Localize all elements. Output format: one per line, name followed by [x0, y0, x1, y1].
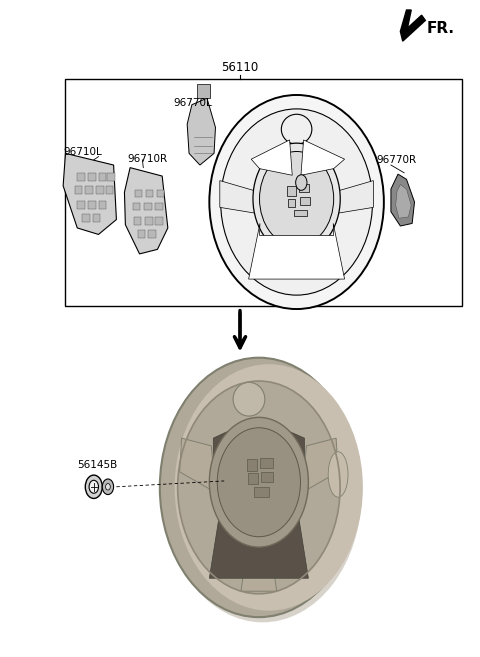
Bar: [138, 230, 145, 238]
Polygon shape: [251, 140, 292, 175]
Bar: [88, 173, 96, 181]
Polygon shape: [241, 547, 276, 591]
Circle shape: [85, 475, 102, 499]
Polygon shape: [301, 140, 345, 175]
Text: 96770R: 96770R: [377, 155, 417, 165]
Bar: [155, 217, 163, 225]
Text: 96710R: 96710R: [128, 154, 168, 164]
Bar: [288, 200, 295, 207]
Text: 56145B: 56145B: [77, 460, 118, 470]
Ellipse shape: [217, 428, 300, 537]
Bar: [299, 185, 309, 193]
Bar: [75, 187, 83, 194]
Bar: [145, 217, 153, 225]
Polygon shape: [180, 438, 213, 490]
Polygon shape: [124, 168, 168, 254]
Bar: [107, 173, 115, 181]
Bar: [249, 473, 258, 484]
Ellipse shape: [253, 143, 340, 254]
Bar: [134, 217, 142, 225]
Bar: [65, 79, 462, 306]
Bar: [145, 190, 153, 198]
Polygon shape: [213, 422, 249, 464]
Bar: [106, 187, 113, 194]
Ellipse shape: [175, 364, 363, 610]
Polygon shape: [209, 501, 308, 578]
Bar: [144, 202, 152, 210]
Circle shape: [102, 479, 114, 495]
Text: 56110: 56110: [221, 61, 259, 74]
Bar: [98, 173, 106, 181]
Bar: [77, 201, 85, 209]
Text: 96770L: 96770L: [173, 98, 212, 108]
Ellipse shape: [281, 114, 312, 145]
Polygon shape: [220, 181, 255, 213]
Bar: [85, 187, 93, 194]
Polygon shape: [396, 185, 411, 218]
Bar: [287, 187, 296, 196]
Polygon shape: [338, 181, 373, 213]
Bar: [148, 230, 156, 238]
Bar: [300, 198, 310, 205]
Bar: [261, 472, 274, 482]
Polygon shape: [304, 438, 338, 490]
Bar: [82, 214, 90, 222]
Bar: [254, 487, 269, 497]
Ellipse shape: [164, 363, 362, 622]
Bar: [197, 84, 210, 99]
Bar: [294, 210, 308, 216]
Bar: [133, 202, 141, 210]
FancyArrowPatch shape: [236, 313, 244, 347]
Bar: [88, 201, 96, 209]
Ellipse shape: [178, 381, 340, 594]
Ellipse shape: [209, 95, 384, 309]
Polygon shape: [187, 99, 216, 165]
Bar: [260, 457, 273, 468]
Bar: [96, 187, 104, 194]
Bar: [155, 202, 163, 210]
Bar: [98, 201, 106, 209]
Bar: [77, 173, 85, 181]
Ellipse shape: [160, 357, 358, 617]
Ellipse shape: [209, 417, 308, 547]
Bar: [93, 214, 100, 222]
Ellipse shape: [328, 452, 348, 497]
Text: 96710L: 96710L: [63, 147, 102, 156]
Circle shape: [296, 175, 307, 191]
Bar: [247, 459, 257, 470]
Bar: [156, 190, 164, 198]
Polygon shape: [269, 422, 304, 464]
Ellipse shape: [233, 382, 265, 416]
Polygon shape: [391, 174, 415, 226]
Bar: [135, 190, 143, 198]
Polygon shape: [400, 10, 425, 41]
Polygon shape: [249, 223, 345, 279]
Ellipse shape: [260, 152, 334, 246]
Ellipse shape: [221, 109, 372, 295]
Text: FR.: FR.: [426, 21, 454, 36]
Polygon shape: [63, 153, 117, 235]
Circle shape: [89, 480, 98, 493]
Circle shape: [106, 484, 110, 490]
